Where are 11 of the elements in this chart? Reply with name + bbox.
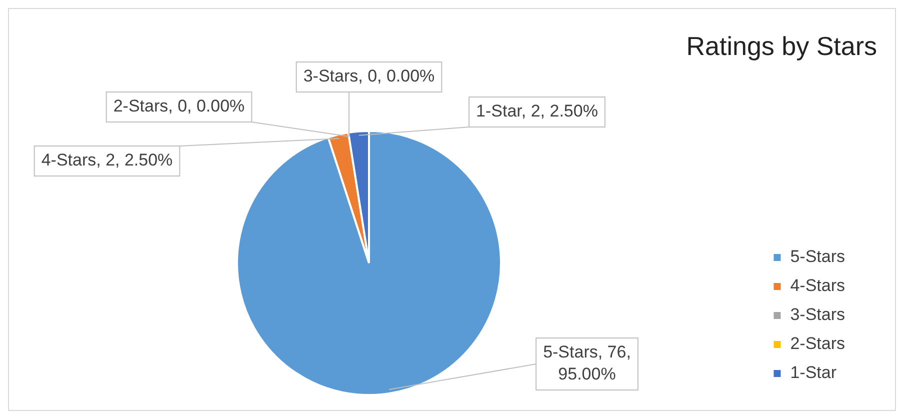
text: 2-Stars, 0, 0.00% (113, 96, 245, 116)
data-label: 1-Star, 2, 2.50% (476, 102, 598, 121)
legend-label: 2-Stars (790, 334, 846, 354)
data-label: 5-Stars, 76, 95.00% (543, 342, 631, 384)
legend-label: 4-Stars (790, 276, 846, 296)
legend-label: 3-Stars (790, 305, 846, 324)
chart-title: Ratings by Stars (686, 31, 877, 62)
text: 3-Stars, 0, 0.00% (303, 66, 435, 86)
legend-label: 1-Star (790, 363, 837, 382)
legend-label: 5-Stars (790, 247, 846, 266)
data-label: 4-Stars, 2, 2.50% (41, 150, 173, 170)
